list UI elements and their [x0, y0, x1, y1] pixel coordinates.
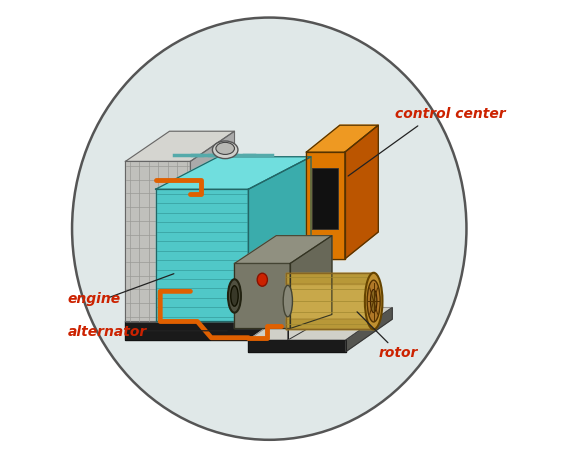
Polygon shape [126, 322, 288, 340]
Polygon shape [155, 157, 311, 190]
Ellipse shape [228, 280, 241, 313]
Ellipse shape [365, 273, 383, 330]
Polygon shape [155, 190, 248, 322]
Text: control center: control center [395, 106, 505, 120]
Polygon shape [307, 153, 345, 259]
Polygon shape [346, 308, 392, 352]
Ellipse shape [72, 19, 467, 440]
Ellipse shape [371, 290, 377, 313]
Polygon shape [288, 285, 353, 340]
Text: rotor: rotor [379, 345, 417, 359]
Ellipse shape [212, 142, 238, 159]
Polygon shape [323, 259, 329, 306]
Polygon shape [307, 126, 379, 153]
Polygon shape [126, 132, 235, 162]
Polygon shape [190, 132, 235, 322]
Polygon shape [286, 319, 373, 330]
Polygon shape [235, 264, 290, 329]
FancyBboxPatch shape [312, 169, 339, 229]
Polygon shape [126, 162, 190, 322]
Polygon shape [286, 273, 373, 285]
Polygon shape [126, 285, 353, 322]
Polygon shape [290, 236, 332, 329]
Polygon shape [286, 273, 373, 330]
Polygon shape [248, 157, 311, 322]
Ellipse shape [257, 274, 267, 287]
Text: alternator: alternator [67, 324, 147, 338]
Ellipse shape [283, 286, 292, 317]
Polygon shape [235, 236, 332, 264]
Polygon shape [248, 340, 346, 352]
Polygon shape [248, 308, 392, 340]
Ellipse shape [231, 286, 238, 307]
Polygon shape [345, 126, 379, 259]
Text: engine: engine [67, 292, 120, 306]
Ellipse shape [216, 143, 235, 155]
Ellipse shape [367, 281, 380, 322]
